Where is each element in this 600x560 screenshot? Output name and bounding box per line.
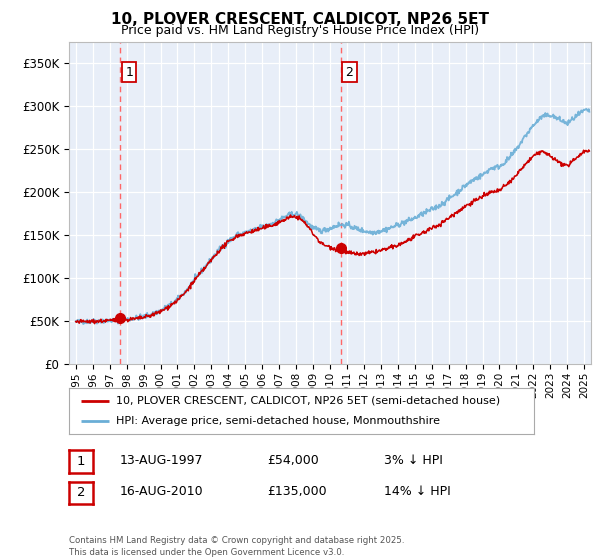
- Text: £54,000: £54,000: [267, 454, 319, 467]
- Text: 13-AUG-1997: 13-AUG-1997: [120, 454, 203, 467]
- Text: 16-AUG-2010: 16-AUG-2010: [120, 485, 203, 498]
- Text: 14% ↓ HPI: 14% ↓ HPI: [384, 485, 451, 498]
- Text: Price paid vs. HM Land Registry's House Price Index (HPI): Price paid vs. HM Land Registry's House …: [121, 24, 479, 36]
- Text: HPI: Average price, semi-detached house, Monmouthshire: HPI: Average price, semi-detached house,…: [115, 416, 439, 426]
- Text: 2: 2: [77, 486, 85, 500]
- Text: Contains HM Land Registry data © Crown copyright and database right 2025.
This d: Contains HM Land Registry data © Crown c…: [69, 536, 404, 557]
- Text: 1: 1: [77, 455, 85, 468]
- Text: 1: 1: [125, 66, 133, 78]
- Text: 10, PLOVER CRESCENT, CALDICOT, NP26 5ET (semi-detached house): 10, PLOVER CRESCENT, CALDICOT, NP26 5ET …: [115, 396, 500, 406]
- Text: £135,000: £135,000: [267, 485, 326, 498]
- Text: 3% ↓ HPI: 3% ↓ HPI: [384, 454, 443, 467]
- Text: 10, PLOVER CRESCENT, CALDICOT, NP26 5ET: 10, PLOVER CRESCENT, CALDICOT, NP26 5ET: [111, 12, 489, 27]
- Text: 2: 2: [346, 66, 353, 78]
